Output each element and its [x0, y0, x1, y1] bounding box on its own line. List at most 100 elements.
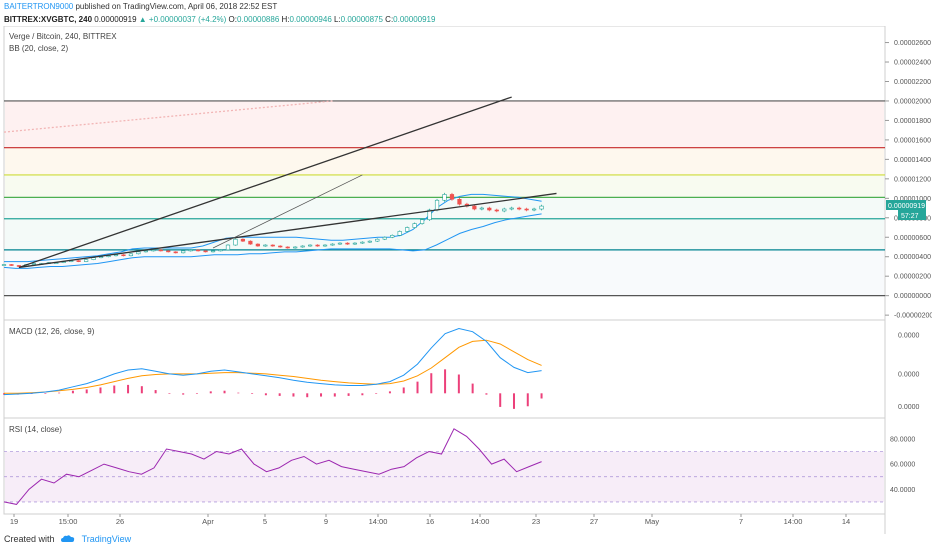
macd-signal-line [4, 339, 542, 394]
macd-panel[interactable] [3, 319, 886, 419]
candle-body [472, 205, 477, 210]
price-y-tick: 0.00001000 [894, 196, 931, 203]
macd-histogram-bar [333, 393, 336, 397]
x-axis-tick: 14:00 [784, 517, 803, 526]
macd-histogram-bar [278, 393, 281, 396]
macd-histogram-bar [540, 393, 543, 399]
candle-body [278, 245, 283, 248]
macd-histogram-bar [237, 392, 240, 394]
candle-body [517, 207, 522, 210]
x-axis-tick: 15:00 [59, 517, 78, 526]
macd-histogram-bar [182, 393, 185, 395]
zone-fill-red [5, 100, 884, 148]
candle-body [375, 238, 380, 242]
x-axis-tick: May [645, 517, 659, 526]
candle-body [84, 259, 89, 262]
candle-body [337, 242, 343, 245]
candle-body [487, 207, 492, 211]
macd-histogram-bar [154, 390, 157, 394]
macd-histogram-bar [223, 390, 226, 394]
candle-body [308, 244, 313, 247]
candle-body [285, 246, 290, 249]
candle-body [158, 249, 163, 252]
candle-body [196, 249, 201, 252]
candle-body [173, 251, 178, 254]
candle-body [397, 231, 402, 236]
candle-body [315, 244, 320, 247]
candle-body [330, 243, 335, 246]
x-axis-tick: 19 [10, 517, 18, 526]
published-text: published on TradingView.com, April 06, … [75, 2, 278, 11]
candle-body [442, 194, 447, 201]
candle-body [345, 242, 350, 245]
price-y-tick: 0.00000600 [894, 235, 931, 242]
publish-info: BAITERTRON9000 published on TradingView.… [4, 2, 277, 11]
legend-bb: BB (20, close, 2) [9, 44, 68, 53]
trend-line-3 [3, 100, 333, 133]
macd-histogram-bar [3, 393, 5, 395]
chart-area[interactable]: 0.00002600 0.00002400 0.00002200 0.00002000… [0, 26, 932, 534]
macd-histogram-bar [347, 393, 350, 396]
x-axis-tick: 14:00 [369, 517, 388, 526]
author-link[interactable]: BAITERTRON9000 [4, 2, 74, 11]
x-axis-tick: Apr [202, 517, 214, 526]
candle-body [382, 236, 387, 240]
macd-histogram-bar [388, 391, 391, 394]
macd-line [3, 327, 542, 396]
macd-histogram-bar [526, 393, 529, 407]
macd-histogram-bar [471, 383, 474, 394]
macd-y-tick: 0.0000 [898, 371, 920, 378]
rsi-y-tick: 40.0000 [890, 487, 915, 494]
candle-body [9, 264, 14, 266]
price-y-tick: 0.00002200 [894, 79, 931, 86]
candle-body [121, 254, 126, 257]
macd-histogram-bar [209, 391, 212, 394]
macd-histogram-bar [402, 387, 405, 394]
candle-body [427, 209, 432, 221]
macd-histogram-bar [168, 393, 171, 394]
macd-histogram-bar [251, 393, 254, 394]
zone-fill-green [5, 197, 884, 250]
x-axis-tick: 5 [263, 517, 267, 526]
zone-fill-blue [5, 249, 884, 296]
candle-body [367, 240, 372, 243]
macd-histogram-bar [416, 381, 419, 394]
candle-body [128, 253, 134, 257]
zone-fill-yellow [5, 174, 884, 198]
candle-body [524, 208, 529, 211]
price-y-tick: 0.00002000 [894, 98, 931, 105]
price-y-tick: -0.00000200 [894, 313, 932, 320]
x-axis-tick: 27 [590, 517, 598, 526]
macd-histogram-bar [361, 393, 364, 396]
rsi-line [3, 428, 542, 505]
macd-histogram-bar [44, 393, 47, 394]
candle-body [181, 250, 186, 254]
macd-histogram-bar [264, 393, 267, 396]
x-axis-tick: 7 [739, 517, 743, 526]
change-value: +0.00000037 (+4.2%) [148, 15, 227, 24]
macd-histogram-bar [512, 393, 515, 409]
macd-histogram-bar [58, 392, 61, 394]
candle-body [420, 219, 425, 224]
macd-histogram-bar [195, 393, 198, 394]
price-badge-value: 0.00000919 [888, 203, 925, 210]
candle-body [405, 227, 410, 232]
x-axis-tick: 26 [116, 517, 124, 526]
candle-body [143, 250, 148, 253]
candle-body [76, 260, 81, 262]
macd-histogram-bar [99, 387, 102, 394]
tradingview-link[interactable]: TradingView [81, 534, 132, 544]
close-value: 0.00000919 [393, 15, 436, 24]
candle-body [113, 254, 119, 257]
price-y-tick: 0.00000200 [894, 274, 931, 281]
candle-body [31, 263, 36, 265]
candle-body [225, 244, 231, 251]
x-axis-tick: 16 [426, 517, 434, 526]
candle-body [270, 244, 275, 247]
candle-body [203, 250, 208, 253]
change-arrow-icon: ▲ [138, 15, 147, 24]
macd-histogram-bar [85, 389, 88, 394]
created-with-text: Created with [4, 534, 55, 544]
high-label: H: [281, 15, 290, 24]
countdown-badge-bg [898, 210, 926, 220]
